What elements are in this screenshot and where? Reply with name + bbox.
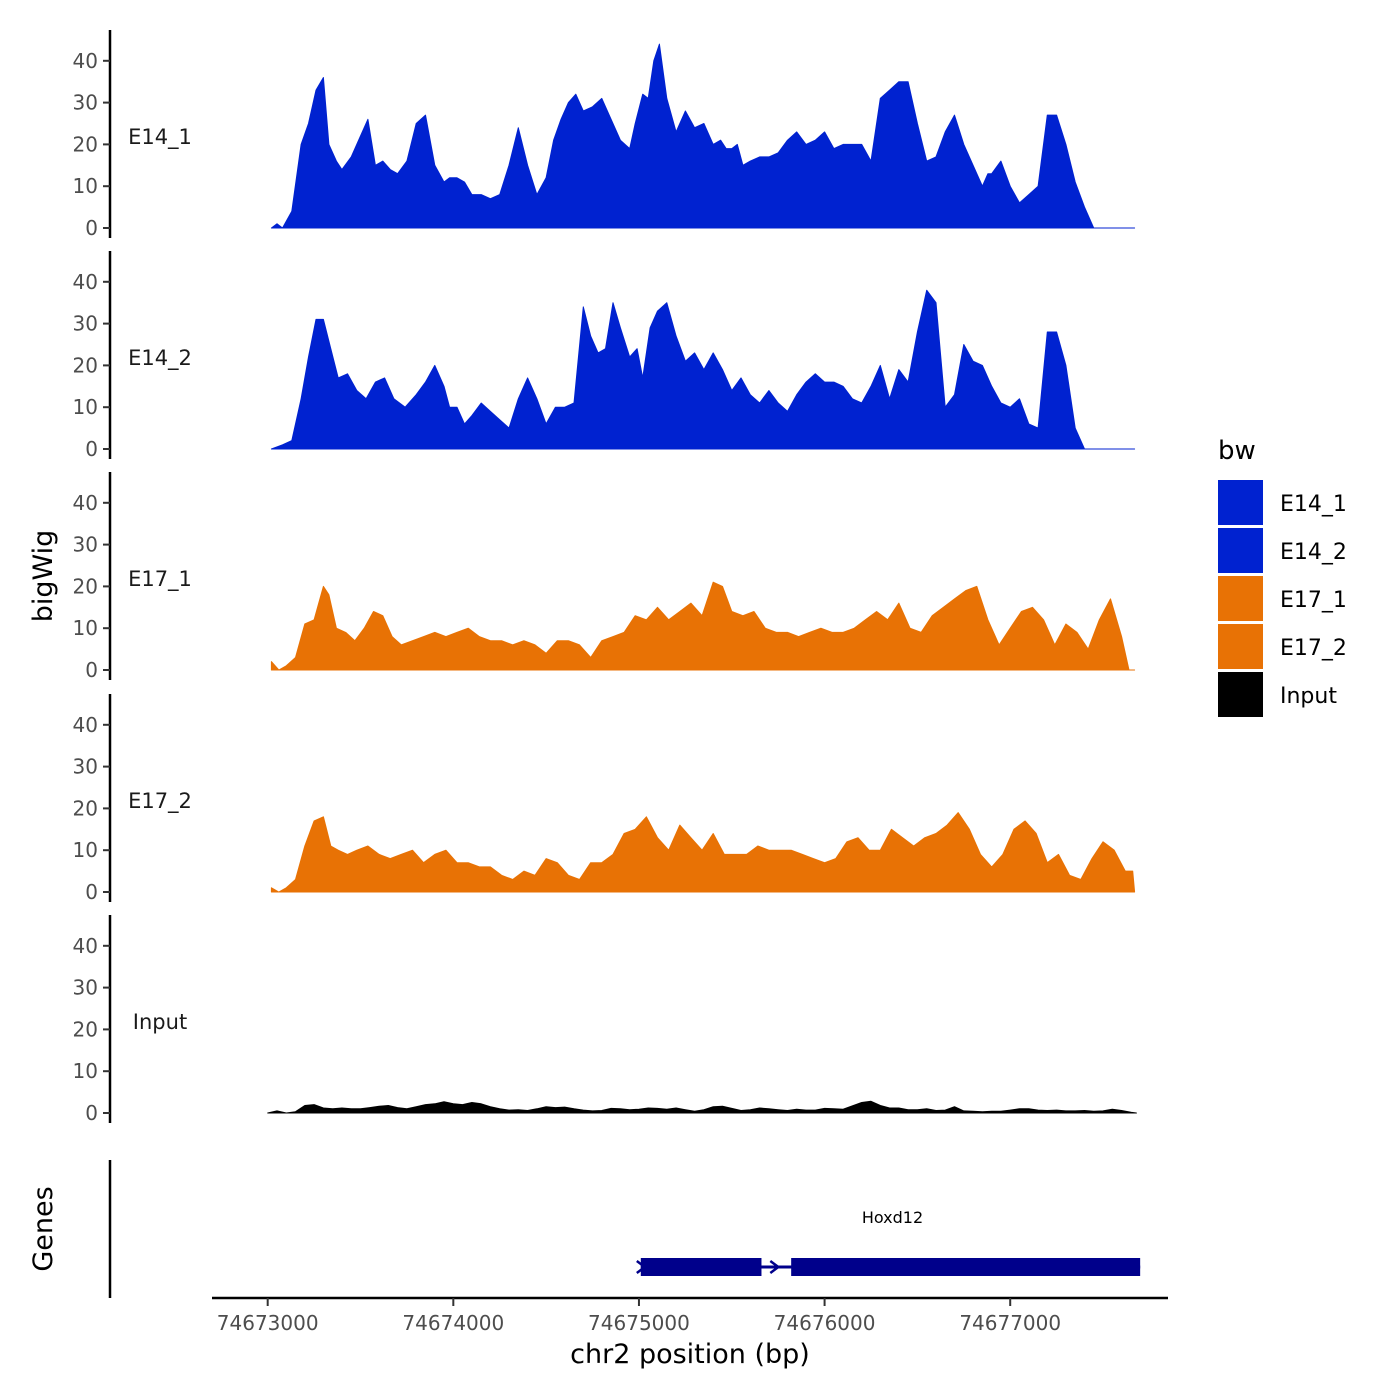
strand-arrow [769, 1260, 781, 1274]
x-tick-label: 74676000 [774, 1311, 876, 1335]
y-tick-label: 40 [73, 491, 98, 515]
gene-exon [640, 1258, 762, 1276]
area-E14_1 [270, 43, 1136, 229]
y-axis-title: bigWig [28, 530, 59, 623]
y-tick-label: 30 [73, 533, 98, 557]
y-tick-label: 20 [73, 574, 98, 598]
area-E14_2 [270, 289, 1136, 450]
gene-name-label: Hoxd12 [862, 1208, 923, 1227]
y-tick-label: 10 [73, 1059, 98, 1083]
y-tick-label: 40 [73, 49, 98, 73]
track-label: Input [133, 1010, 187, 1034]
strand-arrow [636, 1260, 647, 1274]
x-tick-label: 74673000 [217, 1311, 319, 1335]
track-E14_2: 0 10 20 30 40 E14_2 [73, 251, 1136, 461]
y-tick-label: 30 [73, 976, 98, 1000]
y-tick-label: 20 [73, 132, 98, 156]
x-axis: 74673000 74674000 74675000 74676000 74677000 [212, 1296, 1168, 1335]
y-tick-label: 0 [85, 1101, 98, 1125]
y-tick-label: 20 [73, 796, 98, 820]
x-tick-label: 74677000 [959, 1311, 1061, 1335]
y-tick-label: 30 [73, 755, 98, 779]
y-tick-label: 10 [73, 838, 98, 862]
y-tick-label: 40 [73, 713, 98, 737]
genes-track: Hoxd12 [108, 1160, 1141, 1298]
legend-label: Input [1280, 684, 1337, 709]
track-E17_1: 0 10 20 30 40 E17_1 [73, 472, 1136, 682]
track-label: E14_2 [128, 346, 192, 371]
legend-swatch [1218, 480, 1263, 525]
legend-label: E14_2 [1280, 540, 1347, 565]
x-tick-label: 74674000 [402, 1311, 504, 1335]
y-tick-label: 0 [85, 437, 98, 461]
y-tick-label: 10 [73, 174, 98, 198]
legend-label: E17_1 [1280, 588, 1347, 613]
y-tick-label: 20 [73, 353, 98, 377]
legend-swatch [1218, 576, 1263, 621]
y-tick-label: 30 [73, 312, 98, 336]
area-Input [267, 1100, 1137, 1114]
legend-label: E17_2 [1280, 636, 1347, 661]
gene-exon [791, 1258, 1141, 1276]
y-tick-label: 30 [73, 91, 98, 115]
x-axis-title: chr2 position (bp) [570, 1339, 810, 1370]
legend-swatch [1218, 672, 1263, 717]
y-tick-label: 40 [73, 270, 98, 294]
legend-swatch [1218, 624, 1263, 669]
legend-label: E14_1 [1280, 492, 1347, 517]
legend-swatch [1218, 528, 1263, 573]
x-tick-label: 74675000 [588, 1311, 690, 1335]
genes-track-title: Genes [28, 1186, 59, 1271]
y-tick-label: 0 [85, 658, 98, 682]
track-E14_1: 0 10 20 30 40 E14_1 [73, 30, 1136, 240]
track-label: E17_1 [128, 567, 192, 592]
y-tick-label: 0 [85, 880, 98, 904]
y-tick-label: 40 [73, 934, 98, 958]
y-tick-label: 10 [73, 616, 98, 640]
y-tick-label: 10 [73, 395, 98, 419]
area-E17_1 [270, 581, 1136, 671]
track-label: E14_1 [128, 125, 192, 150]
legend: bw E14_1 E14_2 E17_1 E17_2 Input [1218, 436, 1347, 717]
y-tick-label: 20 [73, 1017, 98, 1041]
track-E17_2: 0 10 20 30 40 E17_2 [73, 694, 1136, 904]
y-tick-label: 0 [85, 216, 98, 240]
legend-title: bw [1218, 436, 1256, 466]
coverage-tracks: 0 10 20 30 40 E14_1 0 10 20 30 40 E14_2 0 10 20 30 40 E17… [73, 30, 1137, 1125]
track-label: E17_2 [128, 789, 192, 814]
area-E17_2 [270, 812, 1136, 893]
track-Input: 0 10 20 30 40 Input [73, 915, 1137, 1125]
